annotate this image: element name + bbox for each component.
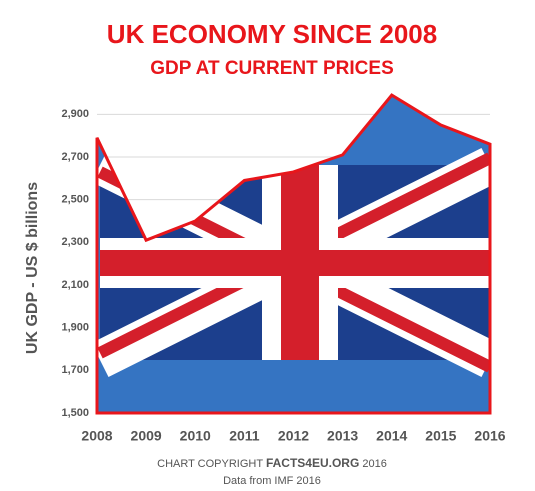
x-tick-label: 2013	[327, 428, 358, 444]
y-tick-label: 1,500	[61, 407, 89, 419]
y-tick-label: 2,100	[61, 279, 89, 291]
y-tick-label: 2,500	[61, 194, 89, 206]
y-tick-label: 2,300	[61, 236, 89, 248]
x-tick-label: 2014	[376, 428, 407, 444]
flag-image	[97, 95, 490, 413]
y-axis-label: UK GDP - US $ billions	[24, 182, 41, 354]
footer-copyright: CHART COPYRIGHT FACTS4EU.ORG 2016	[157, 456, 387, 470]
footer-brand: FACTS4EU.ORG	[266, 456, 359, 470]
x-tick-label: 2008	[81, 428, 112, 444]
area	[95, 93, 492, 415]
chart-title: UK ECONOMY SINCE 2008	[107, 19, 437, 49]
chart-subtitle: GDP AT CURRENT PRICES	[150, 58, 394, 79]
x-tick-label: 2016	[474, 428, 505, 444]
x-tick-label: 2011	[229, 428, 260, 444]
x-tick-label: 2015	[425, 428, 456, 444]
footer-year: 2016	[362, 458, 386, 470]
y-tick-label: 2,700	[61, 151, 89, 163]
y-tick-label: 1,900	[61, 322, 89, 334]
x-tick-label: 2009	[131, 428, 162, 444]
x-tick-label: 2012	[278, 428, 309, 444]
footer-source: Data from IMF 2016	[223, 475, 321, 487]
x-tick-label: 2010	[180, 428, 211, 444]
y-tick-label: 1,700	[61, 364, 89, 376]
footer-prefix: CHART COPYRIGHT	[157, 458, 263, 470]
y-tick-label: 2,900	[61, 108, 89, 120]
